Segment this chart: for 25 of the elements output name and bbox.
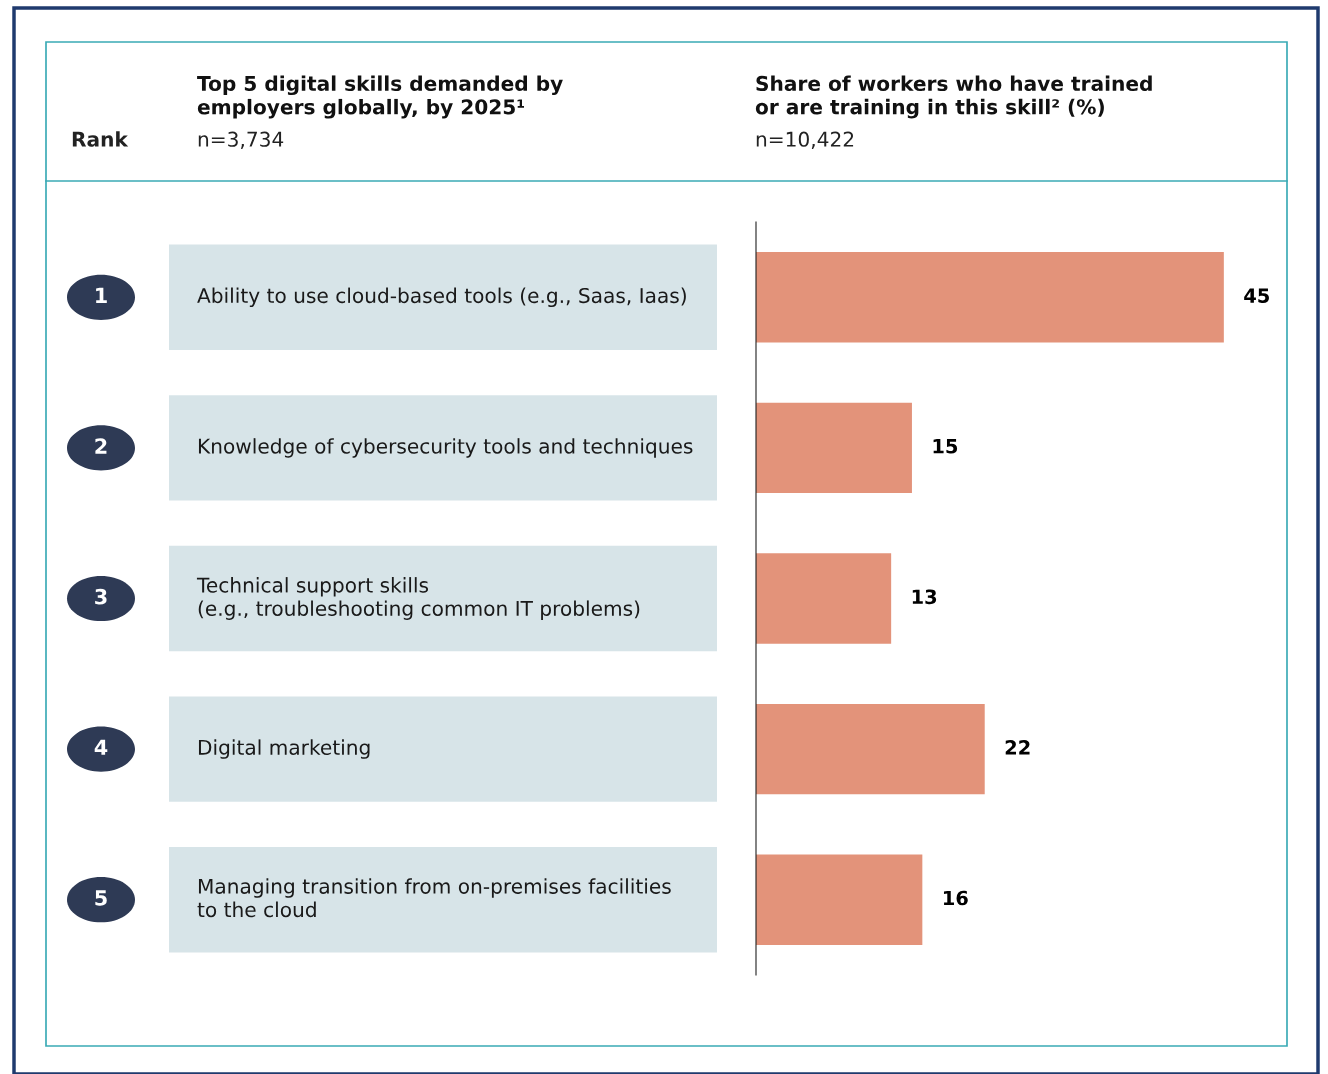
text: n=10,422 bbox=[756, 131, 854, 149]
bar bbox=[756, 703, 985, 795]
text: n=3,734 bbox=[198, 131, 284, 149]
text: 4 bbox=[94, 739, 108, 755]
text: 2 bbox=[95, 438, 107, 454]
data-label: 15 bbox=[933, 439, 958, 454]
y-tick-label: Technical support skills (e.g., troubleshooting common IT problems) bbox=[196, 577, 640, 620]
bar bbox=[756, 854, 923, 945]
data-label: 45 bbox=[1244, 288, 1269, 303]
text: Top 5 digital skills demanded by employers globally, by 2025¹ bbox=[197, 75, 563, 119]
y-tick-label: Managing transition from on-premises facilities to the cloud bbox=[197, 878, 671, 918]
y-tick-label: Knowledge of cybersecurity tools and techniques bbox=[198, 438, 693, 458]
text: 1 bbox=[96, 287, 107, 304]
data-label: 13 bbox=[912, 589, 937, 605]
bar bbox=[756, 252, 1224, 343]
text: Rank bbox=[72, 131, 129, 147]
text: 3 bbox=[95, 588, 107, 605]
bar bbox=[756, 402, 912, 494]
data-label: 16 bbox=[943, 890, 968, 906]
text: 5 bbox=[95, 890, 107, 906]
chart-subtitle: Share of workers who have trained or are training in this skill² (%) bbox=[755, 75, 1152, 119]
y-tick-label: Digital marketing bbox=[198, 739, 370, 759]
bar bbox=[756, 553, 892, 644]
y-tick-label: Ability to use cloud-based tools (e.g., Saas, Iaas) bbox=[197, 287, 686, 308]
data-label: 22 bbox=[1005, 740, 1030, 755]
